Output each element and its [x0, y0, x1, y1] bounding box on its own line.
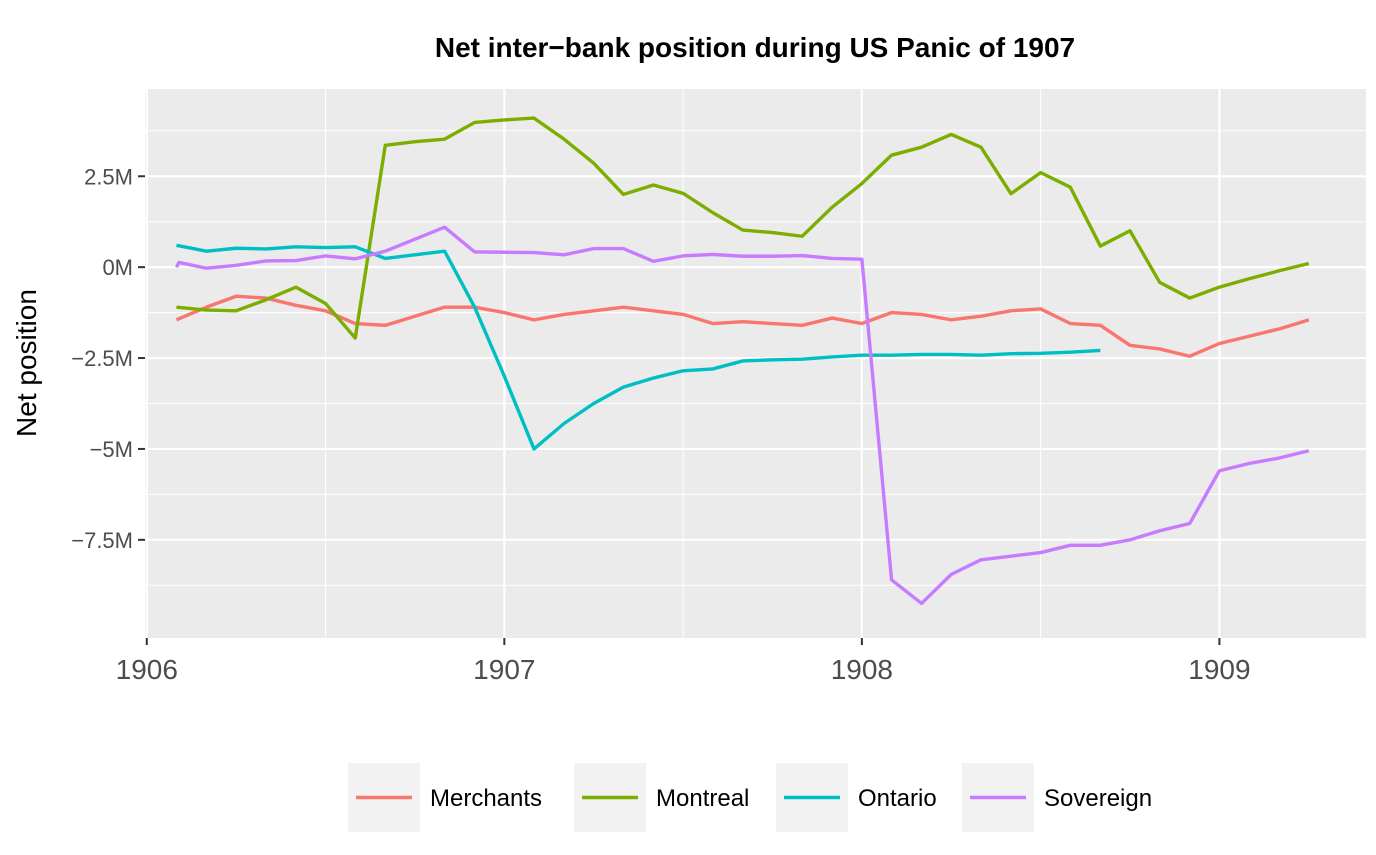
x-tick-label: 1908	[831, 654, 893, 685]
minor-gridlines	[145, 89, 1366, 638]
series-lines	[174, 116, 1310, 606]
axes: −7.5M −5M −2.5M 0M 2.5M 1906 1907 1908 1909	[71, 164, 1250, 685]
legend-item-merchants: Merchants	[348, 763, 542, 832]
series-line-ontario	[176, 243, 1101, 451]
y-tick-label: −5M	[90, 437, 133, 462]
legend-item-montreal: Montreal	[574, 763, 749, 832]
legend-item-ontario: Ontario	[776, 763, 937, 832]
legend-label: Sovereign	[1044, 785, 1152, 812]
y-tick-label: 2.5M	[84, 164, 133, 189]
x-tick-label: 1909	[1188, 654, 1250, 685]
series-line-merchants	[175, 294, 1310, 358]
legend-item-sovereign: Sovereign	[962, 763, 1152, 832]
x-tick-label: 1907	[473, 654, 535, 685]
legend-label: Montreal	[656, 785, 749, 812]
y-tick-label: 0M	[102, 255, 133, 280]
series-line-montreal	[176, 116, 1310, 340]
x-tick-label: 1906	[116, 654, 178, 685]
legend-label: Ontario	[858, 785, 937, 812]
y-tick-label: −2.5M	[71, 346, 133, 371]
legend-label: Merchants	[430, 785, 542, 812]
y-tick-label: −7.5M	[71, 528, 133, 553]
y-axis-label: Net position	[11, 289, 42, 437]
legend: Merchants Montreal Ontario Sovereign	[348, 763, 1152, 832]
chart-title: Net inter−bank position during US Panic …	[435, 32, 1075, 63]
plot-panel	[145, 89, 1366, 638]
series-line-sovereign	[174, 225, 1310, 606]
major-gridlines	[145, 89, 1366, 638]
